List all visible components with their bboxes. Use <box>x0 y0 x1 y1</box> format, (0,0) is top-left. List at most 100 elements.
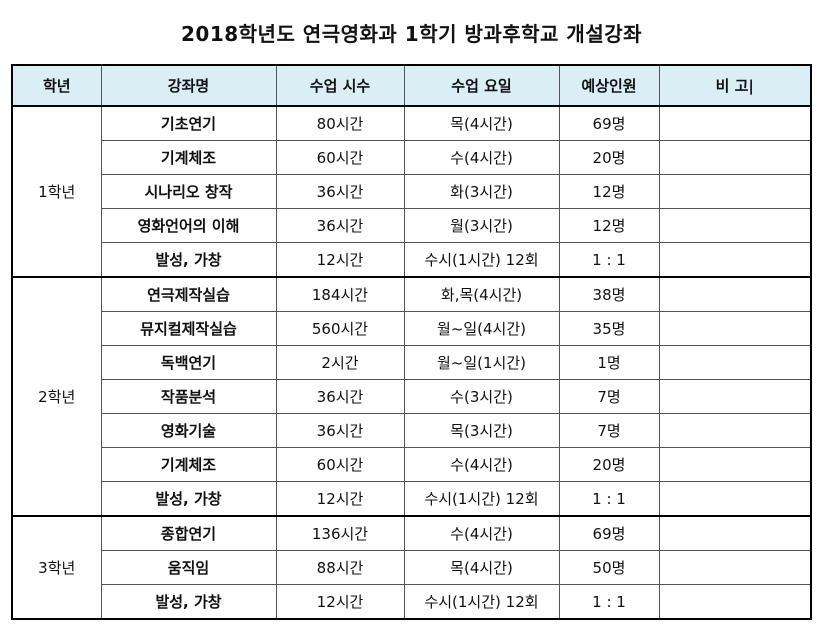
hours-cell: 36시간 <box>275 174 405 209</box>
header-days: 수업 요일 <box>403 64 560 107</box>
note-cell <box>658 276 812 312</box>
days-cell: 수시(1시간) 12회 <box>403 584 560 620</box>
course-cell: 영화기술 <box>100 413 277 448</box>
count-cell: 38명 <box>558 276 660 312</box>
note-cell <box>658 447 812 482</box>
table-row: 영화언어의 이해 36시간 월(3시간) 12명 <box>12 208 812 243</box>
table-row: 3학년 종합연기 136시간 수(4시간) 69명 <box>11 515 812 620</box>
hours-cell: 36시간 <box>275 413 405 448</box>
note-cell <box>658 515 812 551</box>
days-cell: 수(4시간) <box>403 447 560 482</box>
table-row: 발성, 가창 12시간 수시(1시간) 12회 1 : 1 <box>12 481 812 517</box>
table-row: 시나리오 창작 36시간 화(3시간) 12명 <box>12 174 812 209</box>
course-cell: 연극제작실습 <box>100 276 277 312</box>
table-row: 기계체조 60시간 수(4시간) 20명 <box>12 140 812 175</box>
table-row: 기계체조 60시간 수(4시간) 20명 <box>12 447 812 482</box>
note-cell <box>658 550 812 585</box>
hours-cell: 88시간 <box>275 550 405 585</box>
course-cell: 기초연기 <box>100 105 277 141</box>
note-cell <box>658 208 812 243</box>
count-cell: 7명 <box>558 379 660 414</box>
document-title: 2018학년도 연극영화과 1학기 방과후학교 개설강좌 <box>0 18 823 47</box>
hours-cell: 184시간 <box>275 276 405 312</box>
course-cell: 시나리오 창작 <box>100 174 277 209</box>
note-cell <box>658 379 812 414</box>
course-cell: 기계체조 <box>100 140 277 175</box>
note-cell <box>658 311 812 346</box>
table-row: 독백연기 2시간 월~일(1시간) 1명 <box>12 345 812 380</box>
course-cell: 발성, 가창 <box>100 584 277 620</box>
note-cell <box>658 105 812 141</box>
table-row: 영화기술 36시간 목(3시간) 7명 <box>12 413 812 448</box>
days-cell: 목(4시간) <box>403 105 560 141</box>
days-cell: 월~일(4시간) <box>403 311 560 346</box>
count-cell: 1 : 1 <box>558 481 660 517</box>
course-cell: 뮤지컬제작실습 <box>100 311 277 346</box>
course-cell: 독백연기 <box>100 345 277 380</box>
note-cell <box>658 584 812 620</box>
note-cell <box>658 481 812 517</box>
count-cell: 7명 <box>558 413 660 448</box>
hours-cell: 12시간 <box>275 242 405 278</box>
header-row: 학년 강좌명 수업 시수 수업 요일 예상인원 비 고| <box>11 64 812 107</box>
note-cell <box>658 345 812 380</box>
count-cell: 69명 <box>558 105 660 141</box>
count-cell: 12명 <box>558 174 660 209</box>
count-cell: 1 : 1 <box>558 242 660 278</box>
hours-cell: 12시간 <box>275 481 405 517</box>
days-cell: 월(3시간) <box>403 208 560 243</box>
course-cell: 작품분석 <box>100 379 277 414</box>
count-cell: 20명 <box>558 447 660 482</box>
hours-cell: 12시간 <box>275 584 405 620</box>
days-cell: 목(4시간) <box>403 550 560 585</box>
hours-cell: 80시간 <box>275 105 405 141</box>
days-cell: 목(3시간) <box>403 413 560 448</box>
title-text: 2018학년도 연극영화과 1학기 방과후학교 개설강좌 <box>180 22 643 46</box>
hours-cell: 36시간 <box>275 208 405 243</box>
table-row: 발성, 가창 12시간 수시(1시간) 12회 1 : 1 <box>12 584 812 620</box>
count-cell: 1명 <box>558 345 660 380</box>
course-cell: 기계체조 <box>100 447 277 482</box>
table-row: 2학년 연극제작실습 184시간 화,목(4시간) 38명 <box>11 276 812 517</box>
hours-cell: 136시간 <box>275 515 405 551</box>
note-cell <box>658 413 812 448</box>
header-course: 강좌명 <box>100 64 277 107</box>
table-row: 움직임 88시간 목(4시간) 50명 <box>12 550 812 585</box>
table-row: 발성, 가창 12시간 수시(1시간) 12회 1 : 1 <box>12 242 812 278</box>
header-count: 예상인원 <box>558 64 660 107</box>
table-row: 작품분석 36시간 수(3시간) 7명 <box>12 379 812 414</box>
table-row: 1학년 기초연기 80시간 목(4시간) 69명 <box>11 105 812 278</box>
note-cell <box>658 174 812 209</box>
grade-cell: 2학년 <box>11 276 102 517</box>
course-table: 학년 강좌명 수업 시수 수업 요일 예상인원 비 고| 1학년 기초연기 80시간… <box>11 64 812 620</box>
hours-cell: 60시간 <box>275 140 405 175</box>
note-cell <box>658 140 812 175</box>
header-note: 비 고| <box>658 64 812 107</box>
hours-cell: 2시간 <box>275 345 405 380</box>
days-cell: 수(3시간) <box>403 379 560 414</box>
days-cell: 월~일(1시간) <box>403 345 560 380</box>
course-cell: 종합연기 <box>100 515 277 551</box>
count-cell: 69명 <box>558 515 660 551</box>
header-hours: 수업 시수 <box>275 64 405 107</box>
course-cell: 발성, 가창 <box>100 481 277 517</box>
header-grade: 학년 <box>11 64 102 107</box>
course-cell: 움직임 <box>100 550 277 585</box>
days-cell: 수(4시간) <box>403 140 560 175</box>
hours-cell: 560시간 <box>275 311 405 346</box>
count-cell: 50명 <box>558 550 660 585</box>
days-cell: 화,목(4시간) <box>403 276 560 312</box>
days-cell: 수시(1시간) 12회 <box>403 242 560 278</box>
table-body: 1학년 기초연기 80시간 목(4시간) 69명 기계체조 60시간 수(4시간) 20명 시나리… <box>11 105 812 620</box>
table-row: 뮤지컬제작실습 560시간 월~일(4시간) 35명 <box>12 311 812 346</box>
count-cell: 20명 <box>558 140 660 175</box>
hours-cell: 60시간 <box>275 447 405 482</box>
grade-cell: 3학년 <box>11 515 102 620</box>
grade-cell: 1학년 <box>11 105 102 278</box>
hours-cell: 36시간 <box>275 379 405 414</box>
days-cell: 수시(1시간) 12회 <box>403 481 560 517</box>
course-cell: 발성, 가창 <box>100 242 277 278</box>
note-cell <box>658 242 812 278</box>
days-cell: 수(4시간) <box>403 515 560 551</box>
count-cell: 1 : 1 <box>558 584 660 620</box>
